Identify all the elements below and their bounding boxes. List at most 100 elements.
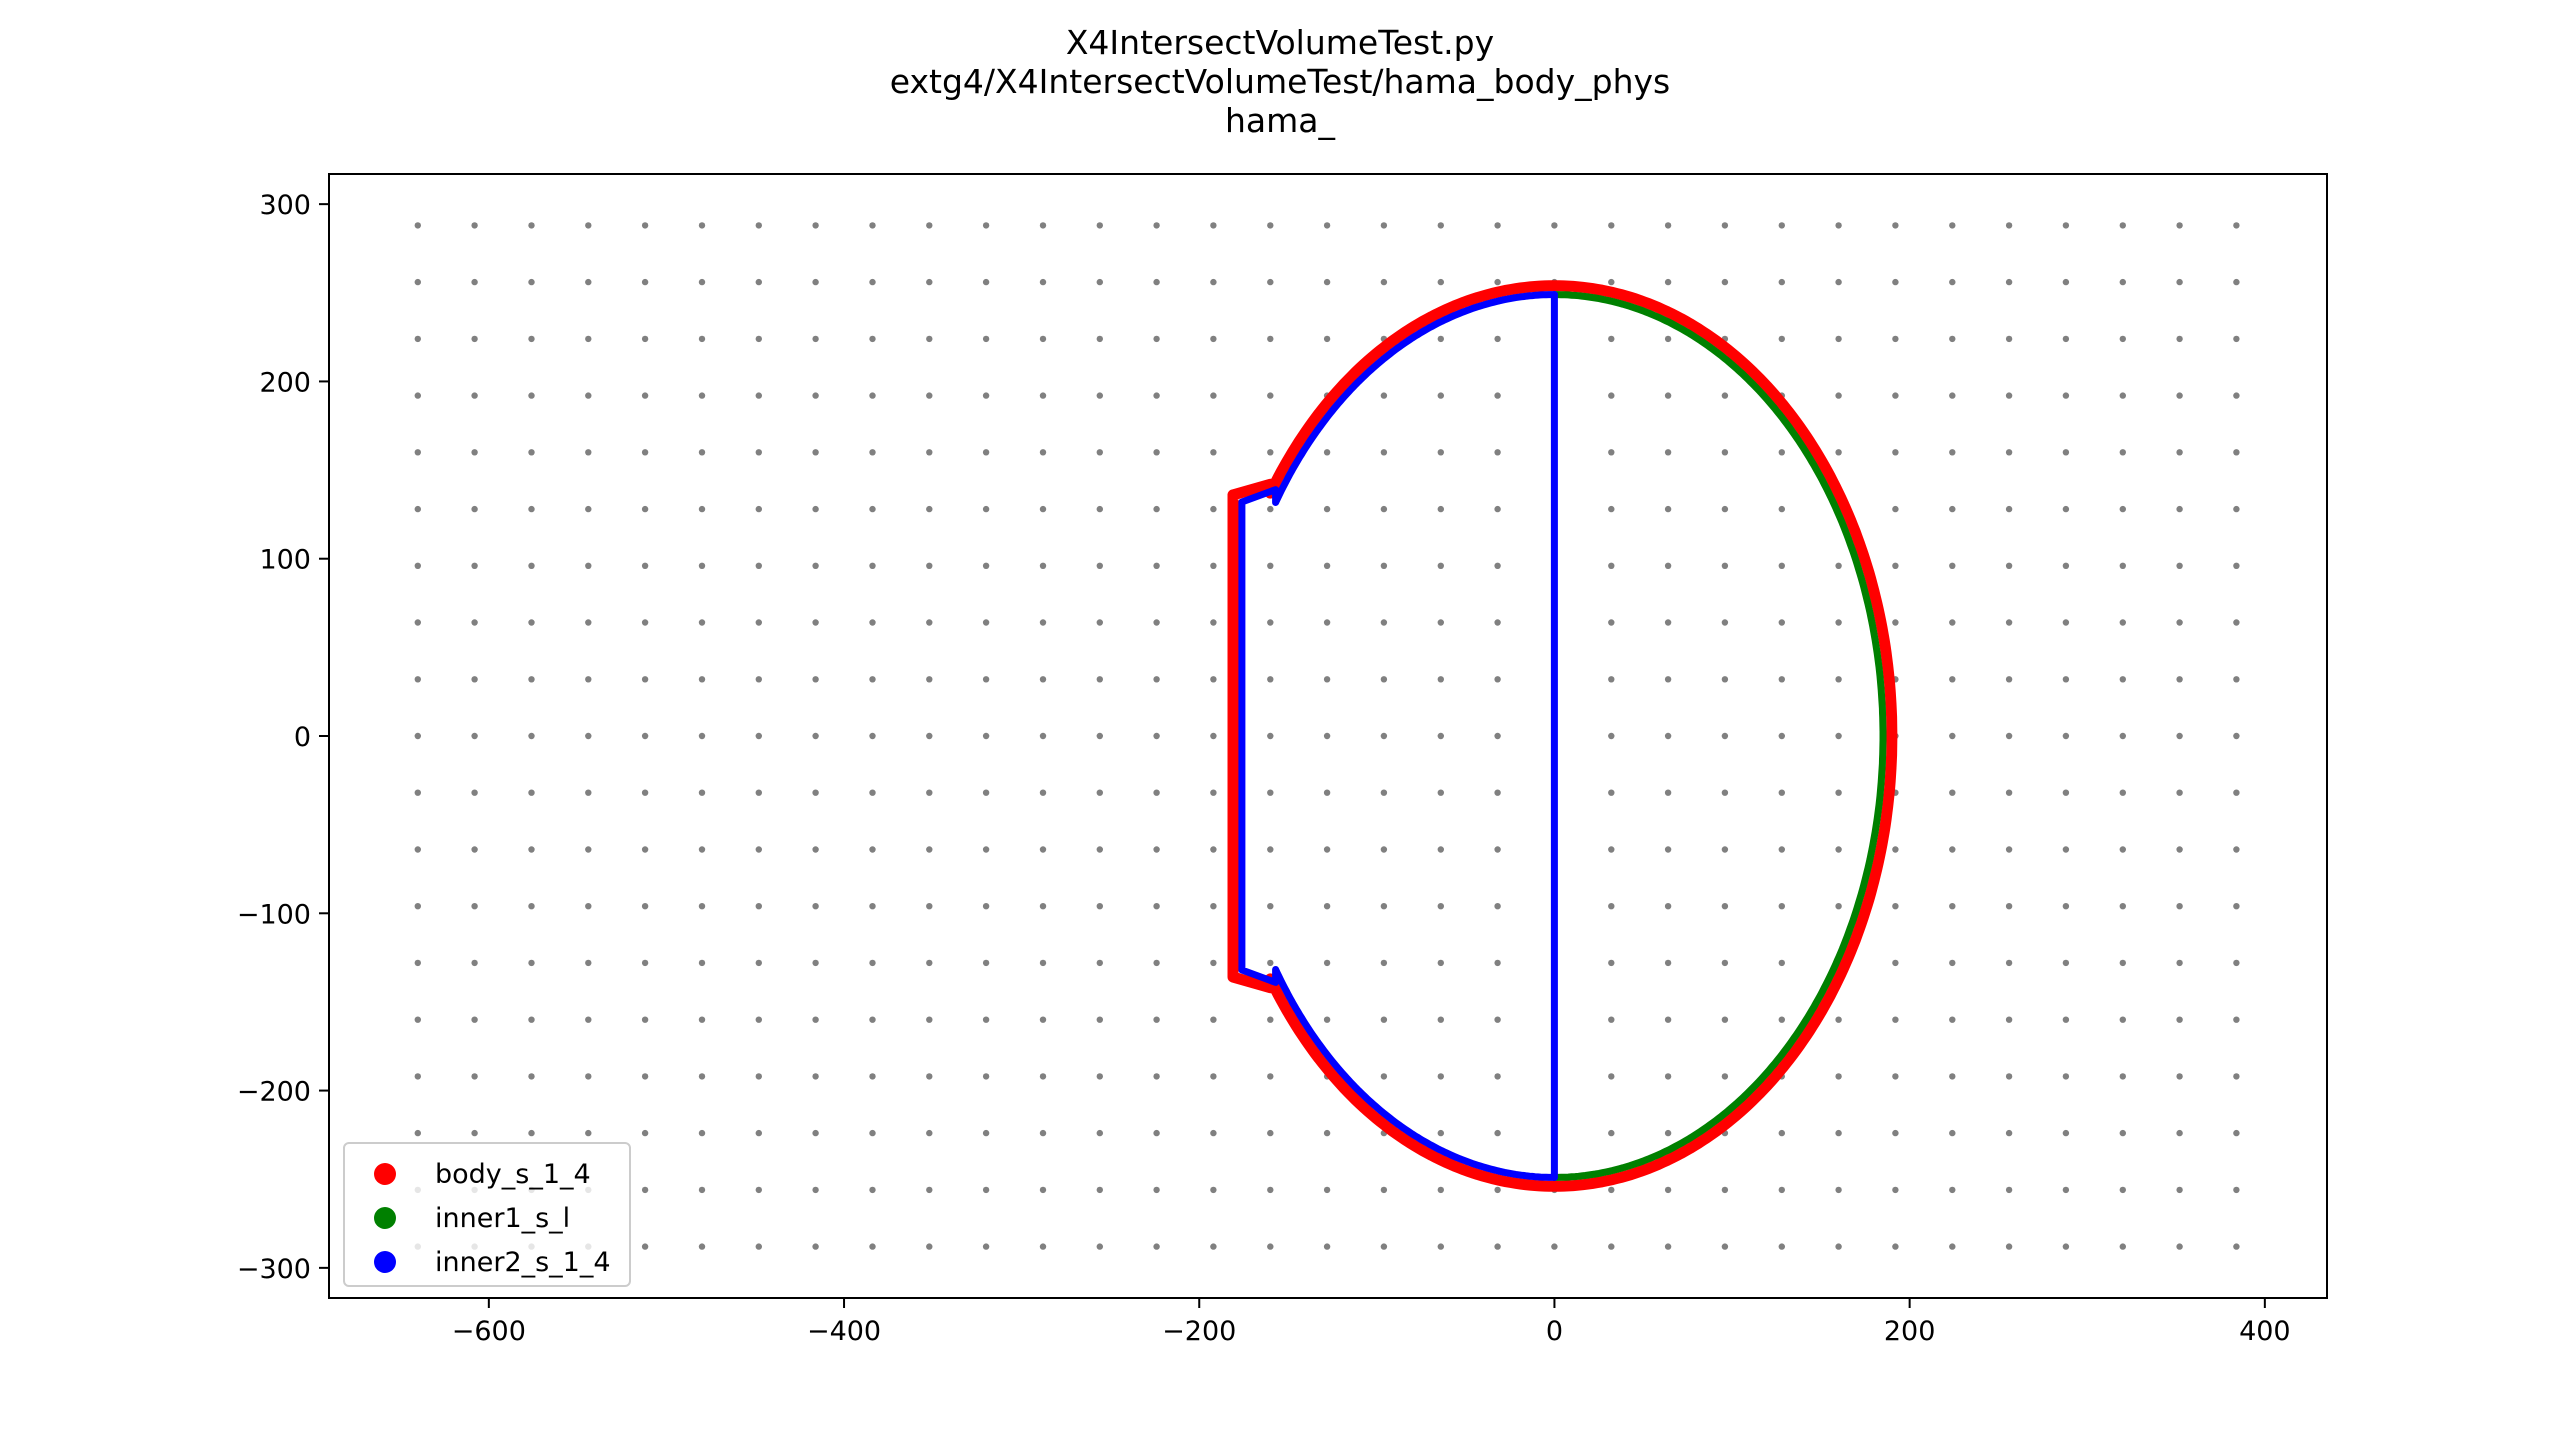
y-tick-label: −200 (237, 1077, 311, 1108)
grid-point (1039, 732, 1047, 740)
grid-point (926, 1129, 933, 1137)
grid-point (1608, 392, 1615, 399)
grid-point (1323, 278, 1331, 286)
grid-point (1608, 676, 1615, 683)
grid-point (2119, 846, 2126, 853)
grid-point (698, 1129, 706, 1137)
y-tick-label: −300 (237, 1254, 311, 1285)
grid-point (926, 562, 933, 569)
grid-point (755, 1186, 762, 1194)
grid-point (2233, 1016, 2240, 1023)
grid-point (528, 562, 535, 569)
grid-point (926, 846, 933, 853)
grid-point (1380, 392, 1388, 399)
grid-point (1323, 903, 1331, 910)
grid-point (1380, 959, 1388, 967)
grid-point (2233, 959, 2240, 967)
grid-point (414, 676, 421, 683)
grid-point (585, 1016, 592, 1023)
grid-point (1210, 335, 1217, 343)
grid-point (1494, 505, 1501, 513)
grid-point (1380, 1243, 1388, 1250)
grid-point (1835, 222, 1842, 229)
grid-point (755, 222, 762, 229)
grid-point (1437, 732, 1445, 740)
grid-point (1380, 1016, 1388, 1023)
axes: −600 −400 −200 0 200 400 −300 −200 −100 0 100 200 30… (237, 173, 2328, 1347)
grid-point (1608, 903, 1615, 910)
grid-point (1949, 505, 1956, 513)
grid-point (1267, 1129, 1274, 1137)
grid-point (2233, 278, 2240, 286)
grid-point (982, 1186, 990, 1194)
grid-point (1608, 732, 1615, 740)
grid-point (982, 959, 990, 967)
grid-point (926, 335, 933, 343)
grid-point (414, 278, 421, 286)
grid-point (1096, 1243, 1104, 1250)
grid-point (1267, 1186, 1274, 1194)
x-tick-label: −200 (1162, 1316, 1236, 1347)
grid-point (755, 505, 762, 513)
grid-point (1380, 1073, 1388, 1080)
legend: body_s_1_4 inner1_s_l inner2_s_1_4 (343, 1142, 631, 1287)
grid-point (1096, 222, 1104, 229)
grid-point (1437, 1073, 1445, 1080)
grid-point (1835, 335, 1842, 343)
grid-point (2119, 392, 2126, 399)
grid-point (2005, 392, 2013, 399)
grid-point (2062, 278, 2070, 286)
grid-point (1267, 1016, 1274, 1023)
grid-point (2119, 222, 2126, 229)
grid-point (812, 278, 819, 286)
grid-point (1039, 1016, 1047, 1023)
grid-point (1778, 1186, 1786, 1194)
grid-point (2176, 1073, 2183, 1080)
x-tick-label: 200 (1884, 1316, 1936, 1347)
grid-point (2176, 959, 2183, 967)
grid-point (1664, 1186, 1672, 1194)
grid-point (2062, 1016, 2070, 1023)
grid-point (528, 1016, 535, 1023)
grid-point (1210, 222, 1217, 229)
grid-point (1892, 222, 1899, 229)
grid-point (2233, 1073, 2240, 1080)
grid-point (1380, 732, 1388, 740)
grid-point (755, 562, 762, 569)
grid-point (1323, 789, 1331, 796)
grid-point (1494, 449, 1501, 456)
grid-point (1835, 1129, 1842, 1137)
grid-point (2062, 619, 2070, 626)
grid-point (869, 1243, 876, 1250)
grid-point (755, 449, 762, 456)
legend-label: body_s_1_4 (435, 1159, 591, 1190)
grid-point (2005, 335, 2013, 343)
grid-point (869, 619, 876, 626)
grid-point (812, 222, 819, 229)
grid-point (471, 732, 478, 740)
grid-point (1494, 789, 1501, 796)
grid-point (698, 676, 706, 683)
grid-point (982, 903, 990, 910)
grid-point (2062, 562, 2070, 569)
grid-point (414, 1073, 421, 1080)
grid-point (1664, 1129, 1672, 1137)
grid-point (1323, 505, 1331, 513)
grid-point (982, 222, 990, 229)
grid-point (1892, 1016, 1899, 1023)
grid-point (1494, 903, 1501, 910)
legend-label: inner2_s_1_4 (435, 1247, 611, 1278)
grid-point (869, 1129, 876, 1137)
grid-point (585, 676, 592, 683)
grid-point (2233, 505, 2240, 513)
grid-point (812, 1016, 819, 1023)
grid-point (1437, 1186, 1445, 1194)
grid-point (641, 676, 649, 683)
grid-point (1949, 903, 1956, 910)
grid-point (1949, 335, 1956, 343)
grid-point (982, 846, 990, 853)
grid-point (1892, 1129, 1899, 1137)
grid-point (585, 278, 592, 286)
grid-point (414, 505, 421, 513)
legend-item: inner2_s_1_4 (374, 1247, 611, 1278)
